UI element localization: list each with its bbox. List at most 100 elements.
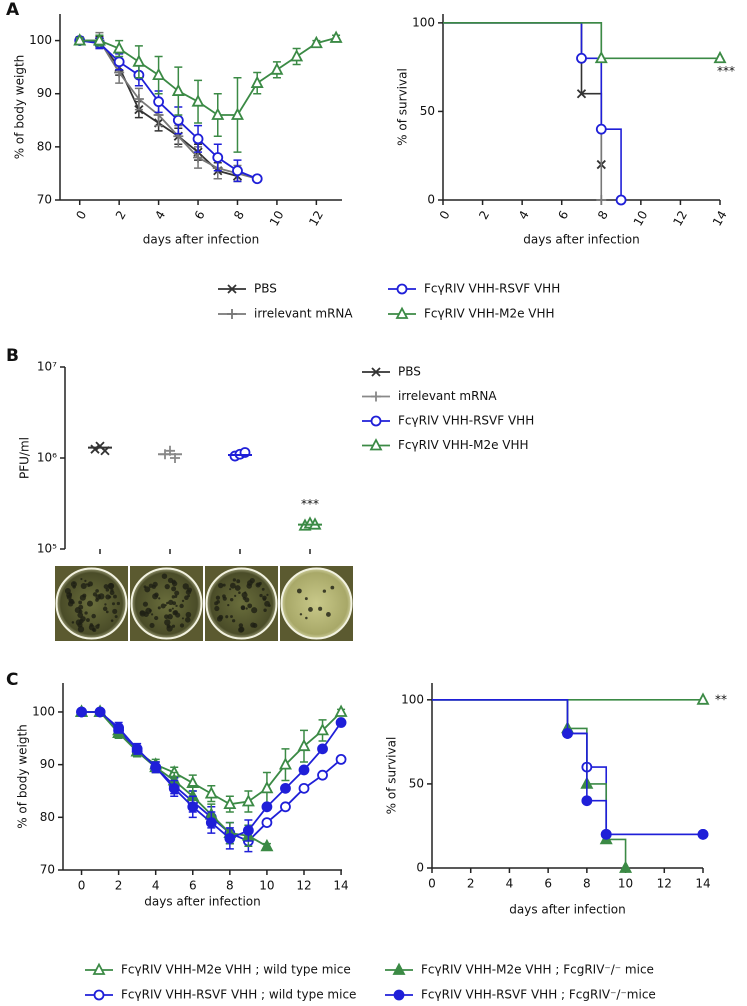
plaque [232,578,237,582]
plaque [241,591,248,598]
y-axis-label: % of body weigth [16,724,30,829]
legend-label: irrelevant mRNA [254,307,353,321]
x-tick-label: 2 [467,877,475,891]
x-tick-label: 6 [189,879,197,893]
y-axis-label: % of survival [385,737,399,815]
plaque [158,597,161,600]
x-tick-label: 0 [437,208,453,222]
plaque [184,595,189,601]
legend-label: FcγRIV VHH-RSVF VHH [398,414,534,428]
point [600,828,612,840]
point [230,107,244,120]
plaque [68,598,73,603]
point [212,152,224,163]
point [595,123,607,135]
plaque [86,600,93,607]
panel-label: C [6,670,18,690]
y-tick-label: 90 [40,757,55,771]
plaque [110,619,114,622]
legend-marker [227,309,237,319]
plaque [256,583,260,587]
plaque [148,609,152,613]
plaque [103,584,109,589]
legend-marker [392,962,406,975]
plaque [252,623,258,628]
point [223,796,237,810]
plaque [109,590,115,596]
legend-marker [370,415,382,427]
plaque [305,616,308,620]
x-axis-label: days after infection [144,895,260,909]
plaque [330,585,335,590]
point [280,782,291,794]
y-tick-label: 10⁵ [37,542,57,556]
panel-label: A [6,0,20,20]
point [172,114,184,126]
plaque [234,585,241,591]
plaque [172,580,178,587]
plaque [139,610,145,615]
y-tick-label: 80 [37,139,52,153]
plaque [166,625,173,632]
plaque [152,581,158,587]
point [193,152,204,163]
plaque [179,623,185,628]
plaque [164,614,169,620]
plaque [171,624,176,628]
x-tick-label: 0 [73,208,89,222]
x-tick-label: 2 [113,208,129,222]
legend-marker [393,989,405,1001]
plaque [296,588,302,594]
point [697,828,709,840]
plaque [185,611,192,618]
plaque [251,607,258,614]
legend-label: FcγRIV VHH-M2e VHH ; FcgRIV⁻/⁻ mice [421,963,654,977]
point [317,743,328,755]
plaque [242,596,246,600]
plaque [267,604,271,607]
plaque [234,594,237,597]
x-tick-label: 10 [259,879,274,893]
plaque [247,603,253,609]
plaque [262,597,267,601]
plaque [80,577,83,581]
y-tick-label: 10⁷ [37,360,57,374]
plaque [172,601,177,606]
point [261,817,273,828]
plaque [168,599,174,606]
plaque [148,583,154,588]
x-tick-label: 6 [544,877,552,891]
x-tick-label: 0 [428,877,436,891]
point [615,194,627,206]
x-tick-label: 0 [78,879,86,893]
y-tick-label: 50 [409,776,424,790]
series-line [79,39,258,180]
plaque [84,611,88,615]
plaque [77,626,85,633]
plaque [299,613,303,616]
point [241,794,255,807]
point [153,96,165,108]
point [205,817,217,828]
survival-line [443,22,603,200]
plaque [181,617,184,620]
plaque [71,621,75,624]
plaque [326,612,331,617]
plaque [222,594,226,599]
plaque [116,601,121,606]
y-axis-label: % of survival [396,68,410,146]
x-tick-label: 10 [267,208,287,228]
plaque [263,608,267,612]
plaque [182,583,189,590]
x-tick-label: 6 [555,208,571,222]
legend-marker [371,391,381,402]
point [290,49,304,62]
plaque [91,613,96,619]
plaque [88,624,95,631]
point [335,717,347,728]
x-tick-label: 6 [192,208,208,222]
plaque [110,588,114,592]
x-tick-label: 12 [657,877,672,891]
plaque [105,588,110,592]
x-tick-label: 12 [296,879,311,893]
